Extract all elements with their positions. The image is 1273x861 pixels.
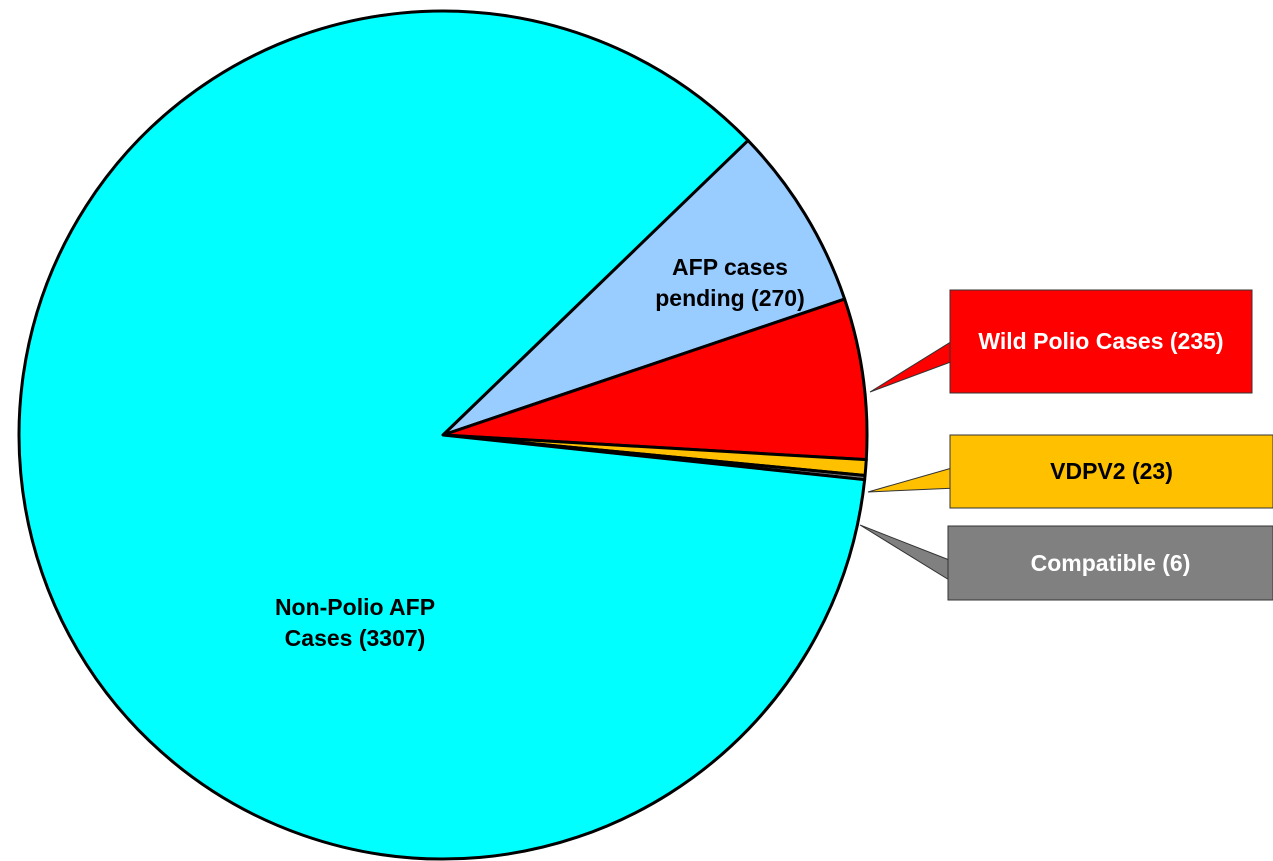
pie-slice <box>441 138 847 437</box>
slice-label: Wild Polio Cases (235) <box>978 328 1224 354</box>
callout-pointer <box>867 467 952 493</box>
slice-label: VDPV2 (23) <box>1050 458 1173 484</box>
callout-box <box>947 525 1273 601</box>
callout-box <box>949 434 1273 509</box>
pie-slice <box>17 9 867 861</box>
callout-box <box>949 289 1253 394</box>
callout-pointer <box>869 340 952 393</box>
pie-slice <box>441 297 869 462</box>
slice-label: AFP cases pending (270) <box>655 253 805 311</box>
callout-pointer <box>859 524 950 581</box>
slice-label: Non-Polio AFP Cases (3307) <box>274 593 436 651</box>
slice-label: Compatible (6) <box>1030 549 1191 576</box>
